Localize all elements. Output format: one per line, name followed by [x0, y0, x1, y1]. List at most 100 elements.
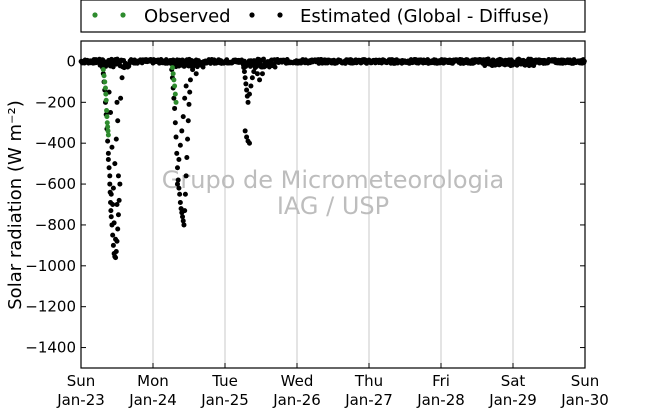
estimated-point — [182, 95, 188, 101]
estimated-point — [244, 134, 250, 140]
y-tick-label: 0 — [66, 52, 76, 70]
estimated-point — [119, 75, 125, 81]
estimated-point — [240, 60, 246, 66]
estimated-point — [116, 197, 122, 203]
estimated-point — [105, 150, 111, 156]
x-tick-label-date: Jan-24 — [128, 391, 177, 409]
estimated-point — [113, 136, 119, 142]
estimated-point — [248, 83, 254, 89]
estimated-point — [183, 173, 189, 179]
estimated-point — [246, 140, 252, 146]
estimated-point — [107, 181, 113, 187]
x-tick-label-day: Sun — [67, 372, 96, 390]
x-tick-label-day: Mon — [137, 372, 169, 390]
x-tick-label-day: Sun — [571, 372, 600, 390]
estimated-point — [187, 89, 193, 95]
estimated-point — [182, 191, 188, 197]
estimated-point — [190, 67, 196, 73]
observed-point — [105, 124, 111, 130]
observed-point — [100, 67, 106, 73]
observed-point — [102, 85, 108, 91]
estimated-point — [111, 220, 117, 226]
estimated-point — [118, 95, 124, 101]
estimated-point — [105, 138, 111, 144]
observed-point — [171, 77, 177, 83]
estimated-point — [110, 202, 116, 207]
estimated-point — [200, 64, 206, 70]
y-tick-label: −600 — [35, 175, 76, 193]
estimated-point — [172, 120, 178, 126]
estimated-point — [113, 255, 119, 261]
estimated-point — [183, 83, 189, 89]
estimated-point — [107, 173, 113, 179]
estimated-point — [245, 99, 251, 105]
legend-observed-marker — [92, 12, 98, 18]
grid — [152, 41, 514, 368]
plot-area — [81, 41, 585, 368]
estimated-point — [241, 69, 247, 75]
observed-point — [104, 120, 110, 126]
observed-point — [102, 79, 108, 85]
watermark-line1: Grupo de Micrometeorologia — [162, 166, 504, 194]
observed-point — [103, 97, 109, 103]
observed-point — [105, 132, 111, 138]
estimated-point — [99, 60, 105, 66]
legend-observed-label: Observed — [144, 6, 231, 27]
x-tick-label-date: Jan-30 — [560, 391, 609, 409]
estimated-point — [174, 181, 180, 187]
estimated-point — [177, 199, 183, 205]
estimated-point — [249, 75, 255, 81]
estimated-point — [177, 191, 183, 197]
estimated-point — [105, 157, 111, 163]
estimated-point — [108, 191, 114, 197]
observed-point — [169, 65, 175, 71]
estimated-point — [113, 249, 119, 255]
estimated-point — [257, 77, 263, 83]
estimated-point — [176, 185, 182, 191]
x-axis: SunJan-23MonJan-24TueJan-25WedJan-26ThuJ… — [56, 41, 609, 409]
estimated-point — [123, 60, 129, 66]
estimated-point — [115, 173, 121, 179]
estimated-point — [241, 65, 247, 71]
series-estimated — [99, 60, 265, 261]
data-points — [78, 56, 587, 261]
estimated-point — [180, 114, 186, 120]
y-tick-label: −1200 — [25, 298, 76, 316]
x-tick-label-day: Thu — [354, 372, 383, 390]
y-axis: 0 −200 −400 −600 −800 −1000 −1200 −1400 — [25, 52, 585, 357]
estimated-point — [109, 144, 115, 150]
estimated-point — [179, 128, 185, 134]
estimated-point — [114, 99, 120, 105]
x-tick-label-date: Jan-26 — [272, 391, 321, 409]
legend-estimated-marker — [249, 12, 255, 18]
estimated-point — [110, 242, 116, 248]
estimated-point — [121, 65, 127, 71]
observed-point — [172, 83, 178, 89]
estimated-point — [254, 71, 260, 77]
plot-frame — [80, 40, 586, 369]
estimated-point — [242, 75, 248, 81]
x-tick-label-day: Sat — [501, 372, 526, 390]
x-tick-label-day: Fri — [432, 372, 450, 390]
observed-point — [101, 73, 107, 79]
y-tick-label: −400 — [35, 134, 76, 152]
estimated-point — [173, 134, 179, 140]
estimated-point — [115, 212, 121, 218]
estimated-point — [176, 157, 182, 163]
estimated-point — [106, 165, 112, 171]
watermark-line2: IAG / USP — [277, 192, 389, 220]
estimated-point — [259, 71, 265, 77]
estimated-point — [117, 181, 123, 187]
estimated-point — [115, 118, 121, 124]
estimated-point — [180, 214, 186, 220]
estimated-point — [185, 136, 191, 142]
estimated-point — [186, 101, 192, 107]
estimated-point — [112, 161, 118, 167]
x-tick-label-date: Jan-28 — [416, 391, 465, 409]
estimated-point — [108, 214, 114, 220]
x-tick-label-day: Wed — [281, 372, 314, 390]
estimated-point — [174, 165, 180, 171]
observed-point — [105, 128, 111, 134]
y-tick-label: −1400 — [25, 339, 76, 357]
legend-observed-marker — [120, 12, 126, 18]
